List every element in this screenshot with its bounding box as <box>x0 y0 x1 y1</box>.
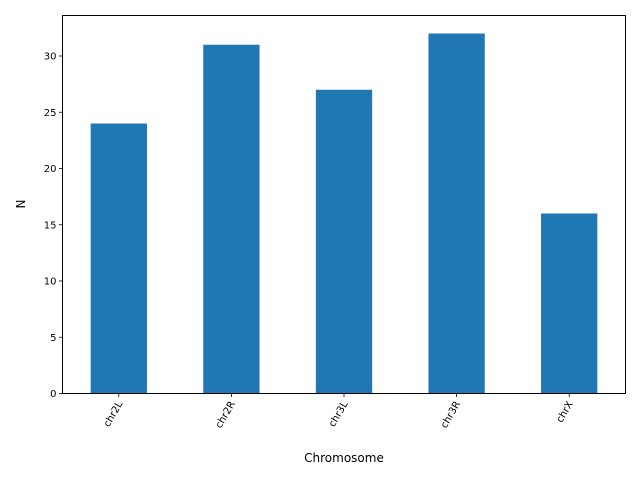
plot-frame <box>62 15 626 394</box>
y-tick-label-10: 10 <box>44 277 57 288</box>
y-tick-label-0: 0 <box>50 389 56 400</box>
y-axis-label: N <box>14 200 28 209</box>
x-axis-label: Chromosome <box>304 451 384 465</box>
y-tick-label-20: 20 <box>44 164 57 175</box>
bar-chrX <box>541 213 598 394</box>
bar-chr2R <box>203 44 260 394</box>
bar-chr3L <box>315 89 373 394</box>
y-tick-label-15: 15 <box>44 220 57 231</box>
bar-chr2L <box>90 123 147 394</box>
y-tick-label-5: 5 <box>50 333 56 344</box>
y-tick-label-25: 25 <box>44 108 57 119</box>
bars-group <box>90 33 598 394</box>
y-axis-ticks: 0 5 10 15 20 25 30 <box>44 52 63 400</box>
y-tick-label-30: 30 <box>44 52 57 63</box>
bar-chr3R <box>428 33 485 394</box>
